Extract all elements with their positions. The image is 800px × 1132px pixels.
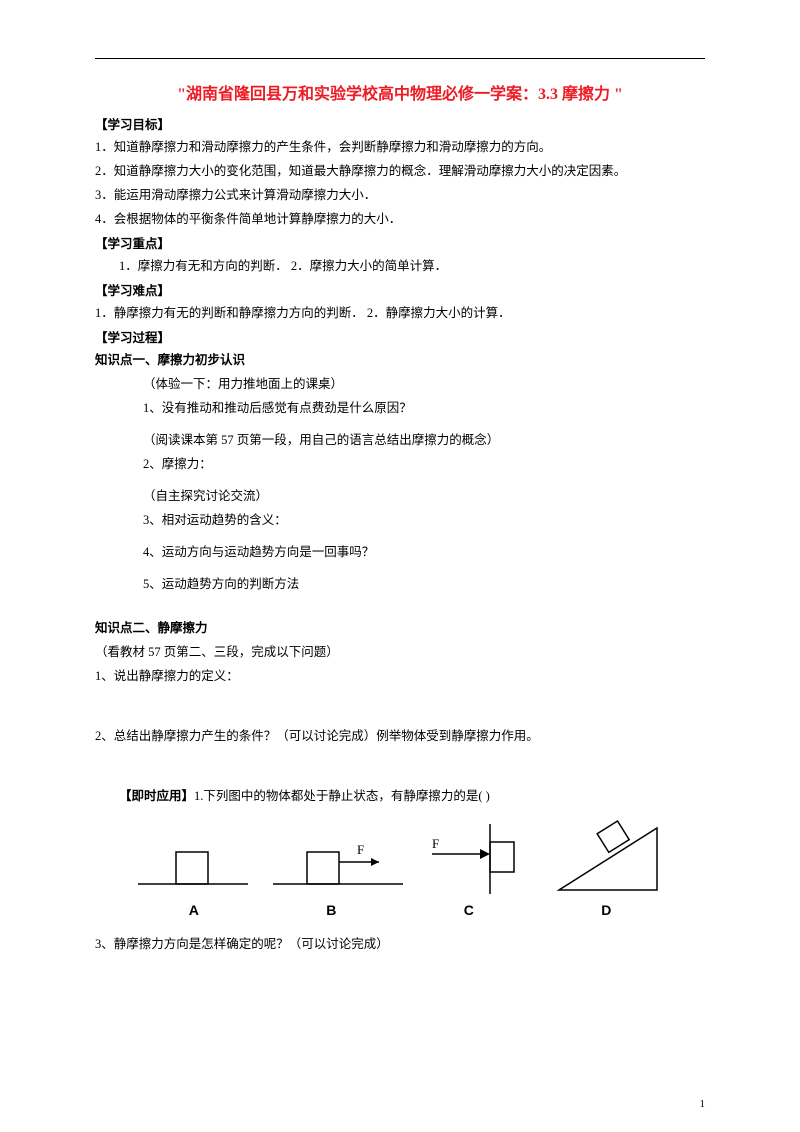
instant-application: 【即时应用】1.下列图中的物体都处于静止状态，有静摩擦力的是( ) <box>95 786 705 806</box>
section-process-heading: 【学习过程】 <box>95 327 705 346</box>
goal-item: 1．知道静摩擦力和滑动摩擦力的产生条件，会判断静摩擦力和滑动摩擦力的方向。 <box>95 137 705 157</box>
k1-line: （阅读课本第 57 页第一段，用自己的语言总结出摩擦力的概念） <box>95 430 705 450</box>
top-rule <box>95 58 705 59</box>
k2-line: （看教材 57 页第二、三段，完成以下问题） <box>95 642 705 662</box>
section-keypoint-heading: 【学习重点】 <box>95 233 705 252</box>
diagram-row: F F <box>125 818 675 894</box>
goal-item: 3．能运用滑动摩擦力公式来计算滑动摩擦力大小． <box>95 185 705 205</box>
goal-item: 2．知道静摩擦力大小的变化范围，知道最大静摩擦力的概念．理解滑动摩擦力大小的决定… <box>95 161 705 181</box>
k1-line: 3、相对运动趋势的含义： <box>95 510 705 530</box>
instant-question: 1.下列图中的物体都处于静止状态，有静摩擦力的是( ) <box>194 789 490 803</box>
keypoint-item: 1．摩擦力有无和方向的判断． 2．摩擦力大小的简单计算． <box>95 256 705 276</box>
force-label-F: F <box>432 836 439 851</box>
diagram-d <box>553 818 663 894</box>
knowledge-2-heading: 知识点二、静摩擦力 <box>95 618 705 638</box>
k1-line: （体验一下：用力推地面上的课桌） <box>95 374 705 394</box>
document-title: "湖南省隆回县万和实验学校高中物理必修一学案：3.3 摩擦力 " <box>95 80 705 104</box>
label-a: A <box>125 902 263 918</box>
label-d: D <box>538 902 676 918</box>
section-goal-heading: 【学习目标】 <box>95 114 705 133</box>
k2-line: 1、说出静摩擦力的定义： <box>95 666 705 686</box>
k1-line: 1、没有推动和推动后感觉有点费劲是什么原因？ <box>95 398 705 418</box>
label-c: C <box>400 902 538 918</box>
k1-line: 2、摩擦力： <box>95 454 705 474</box>
k2-line: 3、静摩擦力方向是怎样确定的呢？（可以讨论完成） <box>95 934 705 954</box>
label-b: B <box>263 902 401 918</box>
difficulty-item: 1．静摩擦力有无的判断和静摩擦力方向的判断． 2．静摩擦力大小的计算． <box>95 303 705 323</box>
knowledge-1-heading: 知识点一、摩擦力初步认识 <box>95 350 705 370</box>
diagram-c: F <box>428 824 528 894</box>
k1-line: 5、运动趋势方向的判断方法 <box>95 574 705 594</box>
page-number: 1 <box>700 1098 706 1110</box>
goal-item: 4．会根据物体的平衡条件简单地计算静摩擦力的大小． <box>95 209 705 229</box>
section-difficulty-heading: 【学习难点】 <box>95 280 705 299</box>
k1-line: 4、运动方向与运动趋势方向是一回事吗？ <box>95 542 705 562</box>
diagram-b: F <box>273 838 403 894</box>
force-label-F: F <box>357 842 364 857</box>
k2-line: 2、总结出静摩擦力产生的条件？（可以讨论完成）例举物体受到静摩擦力作用。 <box>95 726 705 746</box>
k1-line: （自主探究讨论交流） <box>95 486 705 506</box>
diagram-a <box>138 838 248 894</box>
instant-label: 【即时应用】 <box>119 789 194 803</box>
diagram-labels-row: A B C D <box>125 902 675 918</box>
